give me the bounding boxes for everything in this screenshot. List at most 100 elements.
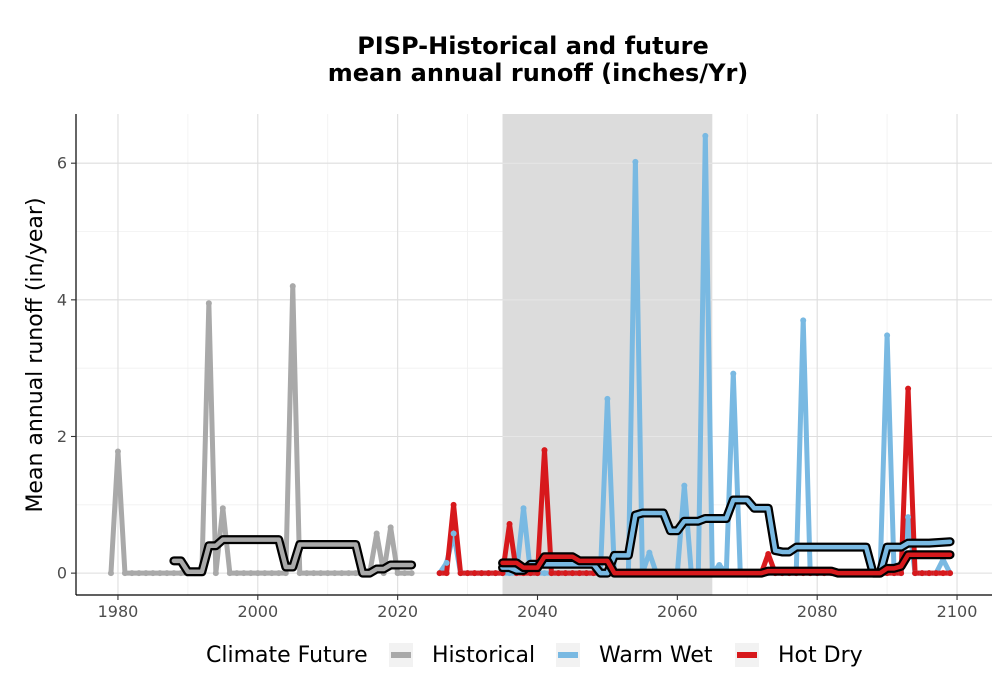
data-point-historical (282, 570, 289, 577)
data-point-warm-wet (681, 482, 688, 489)
data-point-historical (233, 570, 240, 577)
data-point-historical (331, 570, 338, 577)
data-point-historical (163, 570, 170, 577)
data-point-historical (107, 570, 114, 577)
y-tick-label: 0 (57, 564, 67, 583)
data-point-hot-dry (947, 570, 954, 577)
ticks-layer: 1980 2000 2020 2040 2060 2080 2100 0 2 4 6 (57, 154, 978, 621)
data-point-historical (268, 570, 275, 577)
data-point-hot-dry (457, 570, 464, 577)
data-point-hot-dry (562, 570, 569, 577)
data-point-historical (345, 570, 352, 577)
data-point-hot-dry (912, 570, 919, 577)
data-point-warm-wet (450, 530, 457, 537)
legend-item-historical: Historical (389, 643, 535, 668)
data-point-historical (373, 530, 380, 537)
legend-label-warm-wet: Warm Wet (599, 643, 713, 668)
x-tick-label: 1980 (98, 602, 139, 621)
shaded-period (502, 114, 713, 595)
data-point-hot-dry (464, 570, 471, 577)
data-point-historical (324, 570, 331, 577)
x-tick-label: 2100 (937, 602, 978, 621)
data-point-hot-dry (450, 501, 457, 508)
data-point-historical (135, 570, 142, 577)
data-point-warm-wet (884, 332, 891, 339)
data-point-historical (394, 570, 401, 577)
data-point-historical (408, 570, 415, 577)
legend-entries: Historical Warm Wet Hot Dry (389, 643, 863, 668)
data-point-warm-wet (905, 514, 912, 521)
data-point-hot-dry (919, 570, 926, 577)
legend-item-warm-wet: Warm Wet (556, 643, 713, 668)
data-point-hot-dry (471, 570, 478, 577)
data-point-historical (387, 524, 394, 531)
legend-label-hot-dry: Hot Dry (778, 643, 863, 668)
data-point-warm-wet (541, 570, 548, 577)
data-point-historical (247, 570, 254, 577)
data-point-historical (212, 570, 219, 577)
data-point-historical (128, 570, 135, 577)
data-point-warm-wet (520, 505, 527, 512)
data-point-historical (338, 570, 345, 577)
data-point-hot-dry (443, 570, 450, 577)
data-point-historical (261, 570, 268, 577)
x-tick-label: 2020 (377, 602, 418, 621)
data-point-historical (317, 570, 324, 577)
data-point-warm-wet (800, 317, 807, 324)
rolling-mean-line-historical (171, 537, 414, 576)
grid-layer (76, 114, 992, 595)
data-point-historical (303, 570, 310, 577)
chart-title-line1: PISP-Historical and future (357, 32, 709, 60)
y-tick-label: 6 (57, 154, 67, 173)
data-point-hot-dry (492, 570, 499, 577)
data-point-hot-dry (898, 570, 905, 577)
x-tick-label: 2040 (517, 602, 558, 621)
data-point-historical (296, 570, 303, 577)
data-point-hot-dry (485, 570, 492, 577)
rolling-mean-line-hot-dry (500, 552, 953, 576)
data-point-hot-dry (541, 447, 548, 454)
data-point-warm-wet (632, 158, 639, 165)
data-point-hot-dry (933, 570, 940, 577)
data-point-historical (226, 570, 233, 577)
data-point-hot-dry (569, 570, 576, 577)
x-tick-label: 2060 (657, 602, 698, 621)
y-tick-label: 2 (57, 427, 67, 446)
legend-title: Climate Future (206, 643, 368, 668)
legend: Climate Future Historical Warm Wet Hot Dry (206, 643, 863, 668)
data-point-hot-dry (940, 570, 947, 577)
legend-label-historical: Historical (432, 643, 535, 668)
legend-item-hot-dry: Hot Dry (735, 643, 863, 668)
data-point-warm-wet (646, 549, 653, 556)
data-point-hot-dry (905, 385, 912, 392)
data-point-hot-dry (926, 570, 933, 577)
x-tick-label: 2080 (797, 602, 838, 621)
data-point-hot-dry (506, 520, 513, 527)
data-point-historical (275, 570, 282, 577)
data-point-hot-dry (583, 570, 590, 577)
rolling-mean-line-warm-wet (500, 497, 953, 576)
data-point-historical (114, 448, 121, 455)
x-tick-label: 2000 (237, 602, 278, 621)
data-point-historical (401, 570, 408, 577)
data-point-historical (177, 570, 184, 577)
data-point-historical (121, 570, 128, 577)
data-point-warm-wet (702, 132, 709, 139)
data-point-historical (310, 570, 317, 577)
data-point-historical (219, 505, 226, 512)
data-point-warm-wet (730, 370, 737, 377)
data-point-historical (170, 570, 177, 577)
data-point-historical (240, 570, 247, 577)
data-point-historical (205, 300, 212, 307)
chart-title-line2: mean annual runoff (inches/Yr) (328, 59, 749, 87)
data-point-hot-dry (436, 570, 443, 577)
data-point-warm-wet (604, 395, 611, 402)
y-axis-title: Mean annual runoff (in/year) (23, 197, 48, 512)
data-point-hot-dry (555, 570, 562, 577)
data-point-hot-dry (576, 570, 583, 577)
data-point-hot-dry (478, 570, 485, 577)
data-point-historical (289, 283, 296, 290)
data-point-hot-dry (765, 551, 772, 558)
data-point-historical (352, 570, 359, 577)
